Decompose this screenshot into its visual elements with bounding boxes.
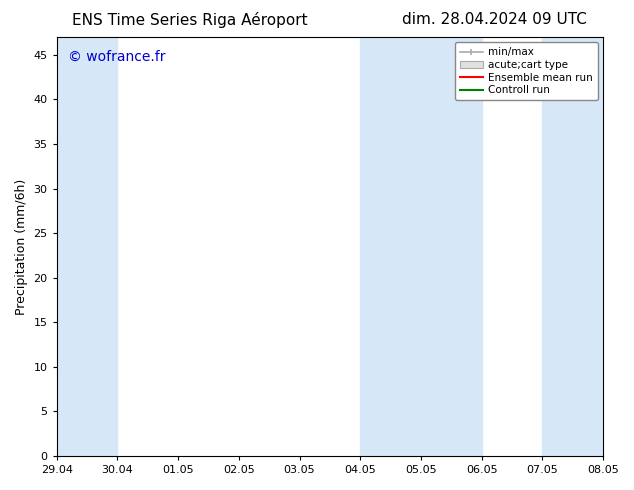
Text: © wofrance.fr: © wofrance.fr xyxy=(68,49,165,64)
Bar xyxy=(543,37,634,456)
Y-axis label: Precipitation (mm/6h): Precipitation (mm/6h) xyxy=(15,178,28,315)
Text: ENS Time Series Riga Aéroport: ENS Time Series Riga Aéroport xyxy=(72,12,308,28)
Legend: min/max, acute;cart type, Ensemble mean run, Controll run: min/max, acute;cart type, Ensemble mean … xyxy=(455,42,598,100)
Text: dim. 28.04.2024 09 UTC: dim. 28.04.2024 09 UTC xyxy=(402,12,587,27)
Bar xyxy=(56,37,117,456)
Bar xyxy=(360,37,482,456)
